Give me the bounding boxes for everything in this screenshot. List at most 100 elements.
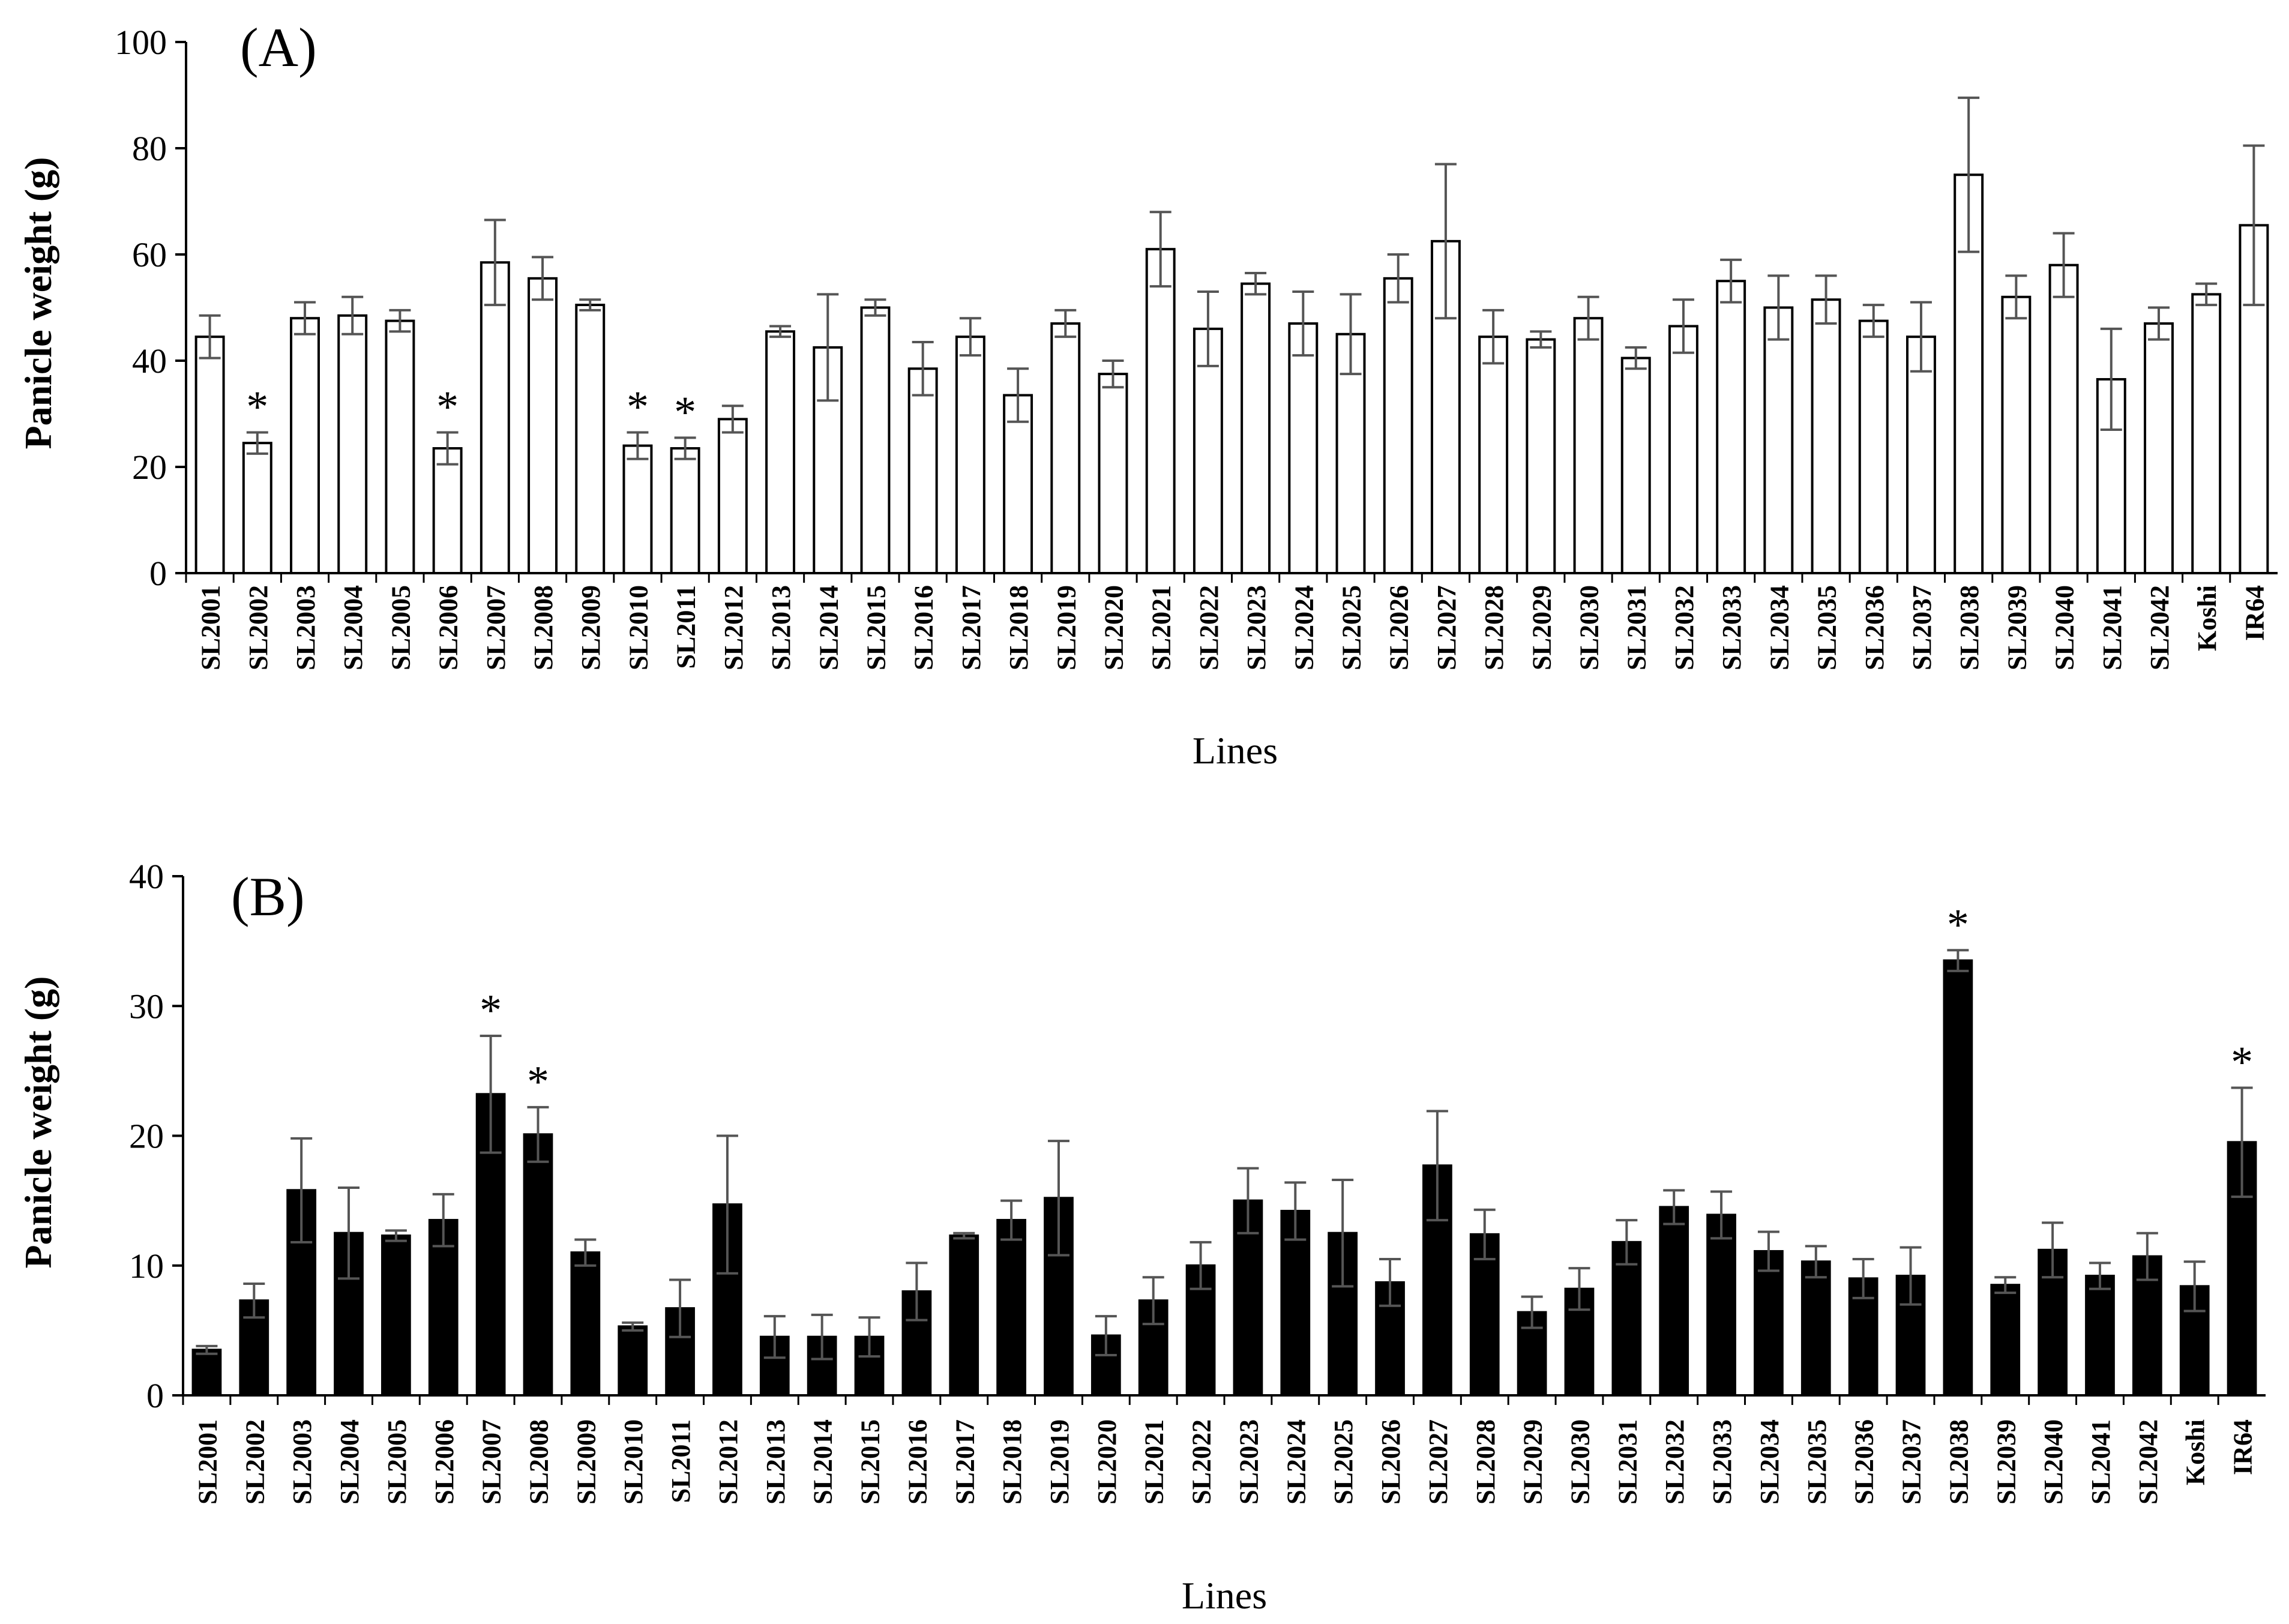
error-bar-SL2041 xyxy=(2100,327,2122,432)
error-bar-SL2007 xyxy=(480,1034,502,1154)
error-bar-SL2034 xyxy=(1757,1230,1779,1272)
x-tick-label-SL2029: SL2029 xyxy=(1527,585,1556,670)
x-tick-label-SL2005: SL2005 xyxy=(382,1419,412,1505)
x-tick-label-SL2020: SL2020 xyxy=(1099,585,1128,670)
x-tick-label-SL2021: SL2021 xyxy=(1140,1419,1169,1505)
x-tick-label-SL2012: SL2012 xyxy=(714,1419,743,1505)
bar-SL2032 xyxy=(1659,1206,1689,1397)
x-tick-label-SL2037: SL2037 xyxy=(1907,585,1937,670)
y-tick-label: 80 xyxy=(132,129,167,168)
error-bar-SL2029 xyxy=(1530,330,1552,349)
panel-b-y-axis-title: Panicle weight (g) xyxy=(17,976,59,1269)
x-tick-label-SL2028: SL2028 xyxy=(1471,1419,1500,1505)
x-tick-label-SL2025: SL2025 xyxy=(1329,1419,1358,1505)
x-tick-label-SL2006: SL2006 xyxy=(434,585,463,670)
x-tick-label-SL2030: SL2030 xyxy=(1575,585,1604,670)
x-tick-label-SL2033: SL2033 xyxy=(1707,1419,1737,1505)
error-bar-SL2012 xyxy=(716,1134,738,1275)
error-bar-SL2032 xyxy=(1663,1189,1685,1226)
x-tick-label-SL2006: SL2006 xyxy=(430,1419,459,1505)
bar-SL2020 xyxy=(1090,1334,1121,1397)
bar-SL2035 xyxy=(1800,1260,1831,1397)
error-bar-SL2008 xyxy=(527,1105,549,1163)
error-bar-SL2009 xyxy=(579,298,601,311)
bar-SL2039 xyxy=(2001,295,2032,574)
bar-SL2007 xyxy=(480,261,510,574)
error-bar-SL2024 xyxy=(1292,290,1314,357)
x-tick-label-SL2012: SL2012 xyxy=(719,585,748,670)
x-tick-label-SL2038: SL2038 xyxy=(1944,1419,1973,1505)
x-tick-label-SL2024: SL2024 xyxy=(1281,1419,1311,1505)
y-tick-label: 20 xyxy=(129,1117,164,1156)
error-bar-SL2001 xyxy=(196,1344,218,1355)
error-bar-SL2032 xyxy=(1672,298,1694,354)
error-bar-SL2008 xyxy=(532,256,554,301)
panel-b-label: (B) xyxy=(231,866,305,927)
x-tick-label-IR64: IR64 xyxy=(2240,585,2269,641)
error-bar-SL2019 xyxy=(1054,308,1077,338)
x-tick-label-SL2013: SL2013 xyxy=(761,1419,790,1505)
x-tick-label-SL2031: SL2031 xyxy=(1613,1419,1642,1505)
error-bar-SL2003 xyxy=(290,1137,313,1244)
bar-SL2002 xyxy=(242,442,272,574)
error-bar-IR64 xyxy=(2231,1086,2253,1198)
x-tick-label-SL2010: SL2010 xyxy=(619,1419,648,1505)
bar-SL2019 xyxy=(1050,322,1081,574)
bar-SL2015 xyxy=(860,306,891,574)
error-bar-SL2038 xyxy=(1947,949,1969,972)
bar-SL2041 xyxy=(2085,1275,2115,1397)
x-tick-label-SL2028: SL2028 xyxy=(1479,585,1509,670)
error-bar-SL2013 xyxy=(763,1315,786,1359)
bar-SL2042 xyxy=(2144,322,2174,574)
bar-SL2041 xyxy=(2096,377,2126,574)
error-bar-SL2014 xyxy=(811,1313,833,1361)
error-bar-SL2020 xyxy=(1095,1315,1117,1356)
y-tick-label: 0 xyxy=(149,554,167,593)
panel-a-y-axis-title: Panicle weight (g) xyxy=(17,157,59,450)
bar-SL2006 xyxy=(432,447,463,575)
x-tick-label-SL2036: SL2036 xyxy=(1860,585,1889,670)
x-tick-label-SL2032: SL2032 xyxy=(1670,585,1699,670)
significance-marker-SL2008: * xyxy=(527,1057,549,1107)
error-bar-SL2025 xyxy=(1332,1179,1354,1288)
x-tick-label-SL2040: SL2040 xyxy=(2039,1419,2068,1505)
bar-SL2009 xyxy=(575,304,606,574)
significance-marker-IR64: * xyxy=(2231,1038,2253,1087)
bar-SL2018 xyxy=(996,1219,1026,1397)
error-bar-SL2002 xyxy=(243,1283,265,1319)
bar-SL2008 xyxy=(528,277,558,574)
error-bar-SL2004 xyxy=(338,1186,360,1280)
error-bar-SL2026 xyxy=(1387,253,1409,304)
significance-marker-SL2007: * xyxy=(480,986,502,1035)
error-bar-SL2018 xyxy=(1000,1199,1023,1241)
error-bar-SL2017 xyxy=(953,1232,975,1240)
error-bar-SL2018 xyxy=(1007,367,1029,423)
x-tick-label-Koshi: Koshi xyxy=(2192,585,2222,651)
error-bar-SL2006 xyxy=(432,1192,454,1248)
significance-marker-SL2002: * xyxy=(246,382,268,432)
bar-SL2026 xyxy=(1383,277,1413,574)
x-tick-label-SL2010: SL2010 xyxy=(624,585,653,670)
x-tick-label-SL2001: SL2001 xyxy=(193,1419,222,1505)
x-tick-label-SL2014: SL2014 xyxy=(814,585,843,670)
error-bar-SL2002 xyxy=(246,431,268,455)
bar-SL2012 xyxy=(717,418,748,574)
x-tick-label-SL2027: SL2027 xyxy=(1424,1419,1453,1505)
error-bar-SL2030 xyxy=(1568,1267,1590,1311)
x-tick-label-SL2002: SL2002 xyxy=(244,585,273,670)
x-tick-label-SL2033: SL2033 xyxy=(1717,585,1746,670)
error-bar-SL2042 xyxy=(2147,306,2170,341)
error-bar-SL2027 xyxy=(1434,163,1457,320)
error-bar-SL2027 xyxy=(1426,1110,1448,1222)
x-tick-label-SL2001: SL2001 xyxy=(196,585,226,670)
significance-marker-SL2038: * xyxy=(1947,900,1969,949)
error-bar-SL2042 xyxy=(2136,1232,2158,1281)
error-bar-SL2003 xyxy=(294,301,316,335)
bar-SL2022 xyxy=(1193,327,1223,575)
x-tick-label-IR64: IR64 xyxy=(2228,1419,2258,1475)
error-bar-SL2005 xyxy=(385,1229,407,1242)
bar-SL2004 xyxy=(337,314,368,575)
panel-b-x-axis-title: Lines xyxy=(1182,1574,1267,1617)
x-tick-label-SL2036: SL2036 xyxy=(1850,1419,1879,1505)
error-bar-SL2024 xyxy=(1284,1181,1307,1241)
